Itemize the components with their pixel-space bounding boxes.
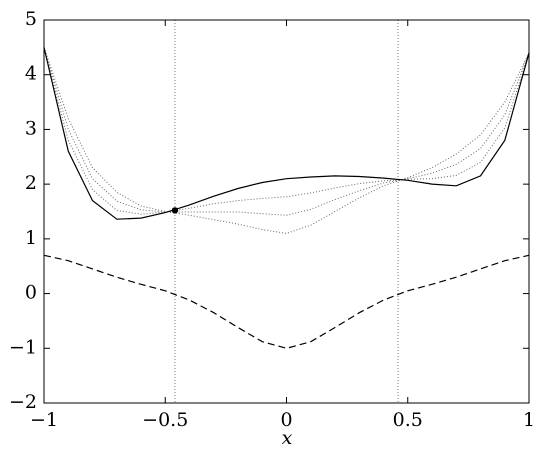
x-tick-label: 0 <box>280 409 292 431</box>
y-tick-label: 4 <box>25 63 37 85</box>
plot-frame <box>43 19 530 404</box>
y-tick-label: 5 <box>25 8 37 30</box>
y-tick-label: 0 <box>25 282 37 304</box>
x-tick-label: 1 <box>523 409 535 431</box>
point-marker <box>171 207 179 214</box>
series-line <box>43 47 530 220</box>
x-tick-label: −0.5 <box>142 409 188 431</box>
y-tick-label: −2 <box>9 391 37 413</box>
y-tick-label: 1 <box>25 227 37 249</box>
y-tick-label: 2 <box>25 172 37 194</box>
x-axis-label: x <box>282 427 293 449</box>
x-tick-label: 0.5 <box>393 409 423 431</box>
series-line <box>43 254 530 349</box>
series-line <box>43 47 530 215</box>
y-tick-label: −1 <box>9 336 37 358</box>
y-tick-label: 3 <box>25 117 37 139</box>
series-line <box>43 47 530 234</box>
x-tick-label: −1 <box>30 409 58 431</box>
series-line <box>43 47 530 216</box>
